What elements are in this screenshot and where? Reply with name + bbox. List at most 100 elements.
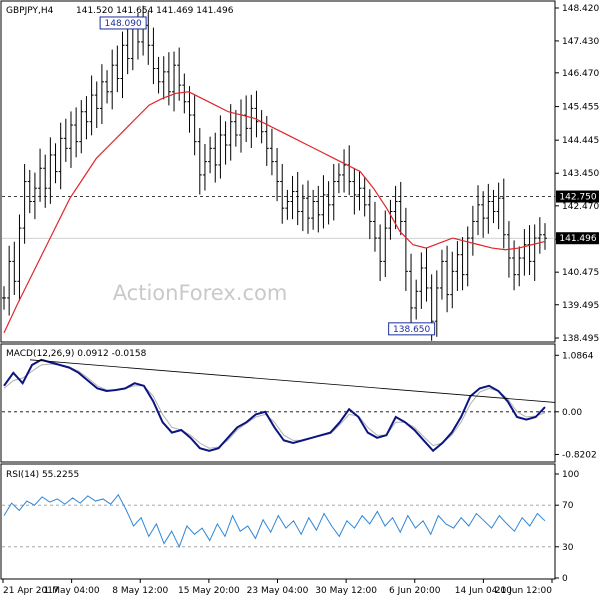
price-bar xyxy=(491,189,496,224)
price-bar xyxy=(17,214,22,301)
macd-title: MACD(12,26,9) 0.0912 -0.0158 xyxy=(6,349,147,359)
rsi-axis: 100 70 30 0 xyxy=(555,470,579,584)
price-bar xyxy=(383,210,388,277)
price-tick-label: 140.475 xyxy=(562,268,599,278)
price-bar xyxy=(213,132,218,183)
price-tick-label: 145.455 xyxy=(562,103,599,113)
time-tick-label: 1 May 04:00 xyxy=(44,586,100,596)
price-bar xyxy=(7,245,12,316)
rsi-tick-label: 30 xyxy=(562,543,574,553)
price-tick-label: 148.420 xyxy=(562,4,599,14)
price-bar xyxy=(151,27,156,85)
price-tick-label: 147.430 xyxy=(562,37,599,47)
price-bar xyxy=(197,128,202,195)
price-bar xyxy=(486,183,491,234)
price-bar xyxy=(336,163,341,194)
price-bar xyxy=(249,94,254,148)
price-bar xyxy=(63,118,68,162)
price-tick-label: 146.470 xyxy=(562,69,599,79)
price-bar xyxy=(470,205,475,256)
price-bar xyxy=(465,226,470,287)
price-bar xyxy=(12,241,17,295)
price-bar xyxy=(424,248,429,302)
macd-line xyxy=(3,358,546,453)
price-bar xyxy=(331,163,336,221)
low-annotation-label: 138.650 xyxy=(393,325,430,335)
macd-panel-frame xyxy=(0,343,556,463)
price-bar xyxy=(58,122,63,190)
price-bar xyxy=(202,143,207,191)
price-tick-label: 139.495 xyxy=(562,301,599,311)
price-tick-label: 138.495 xyxy=(562,334,599,344)
high-annotation-label: 148.090 xyxy=(105,19,142,29)
price-bar xyxy=(403,207,408,291)
price-bar xyxy=(496,182,501,230)
price-bar xyxy=(481,191,486,238)
price-bar xyxy=(53,143,58,184)
rsi-tick-label: 100 xyxy=(562,470,579,480)
price-bar xyxy=(79,100,84,154)
current-price-tag-label: 141.496 xyxy=(559,234,596,244)
price-bar xyxy=(244,95,249,142)
price-bar xyxy=(172,51,177,112)
time-tick-label: 14 Jun 04:00 xyxy=(455,586,512,596)
price-bar xyxy=(543,223,547,250)
price-bars xyxy=(2,5,547,341)
price-bar xyxy=(311,189,316,230)
price-bar xyxy=(445,245,450,313)
time-tick-label: 21 Apr 2017 xyxy=(3,586,59,596)
time-tick-label: 15 May 20:00 xyxy=(178,586,240,596)
price-bar xyxy=(342,149,347,193)
price-bar xyxy=(517,246,522,287)
price-bar xyxy=(280,163,285,224)
macd-signal-line xyxy=(3,363,546,449)
price-bar xyxy=(94,81,99,129)
rsi-tick-label: 0 xyxy=(562,574,568,584)
price-bar xyxy=(48,137,53,204)
price-bar xyxy=(27,169,32,214)
time-tick-label: 6 Jun 20:00 xyxy=(389,586,441,596)
price-bar xyxy=(409,253,414,324)
price-bar xyxy=(2,286,6,310)
rsi-title: RSI(14) 55.2255 xyxy=(6,470,79,480)
price-bar xyxy=(378,224,383,281)
price-bar xyxy=(275,147,280,202)
watermark: ActionForex.com xyxy=(113,281,288,305)
price-bar xyxy=(300,184,305,232)
price-bar xyxy=(372,201,377,252)
price-bar xyxy=(460,237,465,291)
price-tick-label: 143.450 xyxy=(562,169,599,179)
price-bar xyxy=(357,170,362,211)
price-bar xyxy=(187,86,192,133)
time-tick-label: 30 May 12:00 xyxy=(315,586,377,596)
price-bar xyxy=(115,45,120,93)
price-bar xyxy=(305,180,310,234)
price-tick-label: 142.470 xyxy=(562,202,599,212)
current-price-tag: 141.496 xyxy=(556,232,599,245)
price-bar xyxy=(501,178,506,249)
price-bar xyxy=(476,185,481,236)
rsi-panel-frame xyxy=(0,463,556,580)
price-bar xyxy=(218,115,223,179)
price-bar xyxy=(68,111,73,168)
price-bar xyxy=(89,75,94,136)
price-bar xyxy=(290,175,295,220)
resistance-tag: 142.750 xyxy=(556,190,599,203)
price-bar xyxy=(182,73,187,114)
price-bar xyxy=(269,128,274,176)
price-bar xyxy=(233,110,238,147)
price-bar xyxy=(22,163,27,244)
rsi-line xyxy=(3,493,546,549)
price-bar xyxy=(537,217,542,254)
macd-axis: 1.0864 0.00 -0.8202 xyxy=(555,351,597,460)
time-tick-label: 21 Jun 12:00 xyxy=(495,586,552,596)
price-bar xyxy=(192,95,197,156)
price-bar xyxy=(367,189,372,240)
price-bar xyxy=(414,279,419,320)
price-bar xyxy=(125,27,130,75)
price-bar xyxy=(120,31,125,99)
price-bar xyxy=(84,96,89,140)
macd-tick-label: 1.0864 xyxy=(562,351,594,361)
price-bar xyxy=(177,47,182,101)
